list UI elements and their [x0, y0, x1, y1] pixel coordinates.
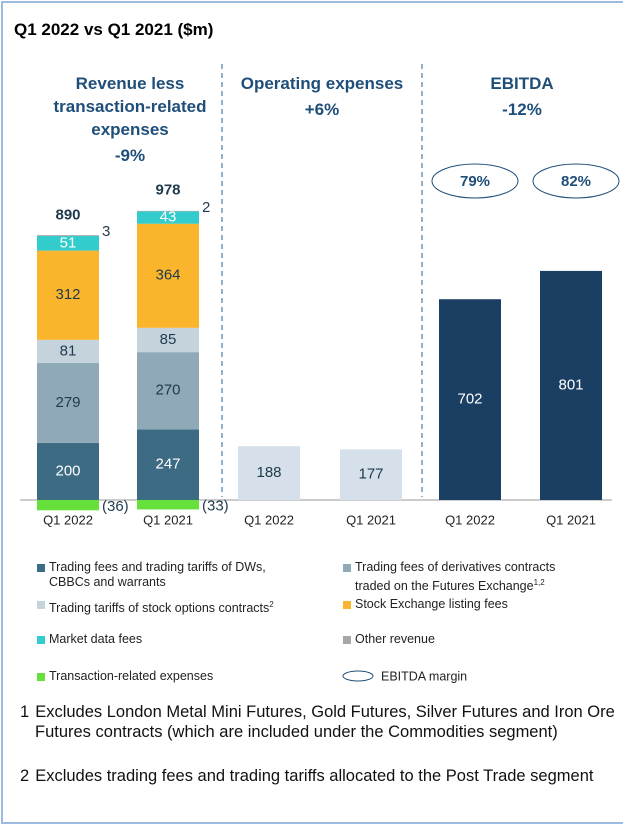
value-label: 702: [457, 391, 482, 408]
legend-item: Transaction-related expenses: [37, 669, 284, 684]
legend-swatch: [37, 673, 45, 681]
value-label: 364: [155, 267, 180, 284]
margin-label: 79%: [460, 173, 490, 190]
value-label: 270: [155, 382, 180, 399]
value-label: 188: [256, 464, 281, 481]
bar-segment: [137, 211, 199, 224]
panel-change: -12%: [502, 100, 542, 119]
value-label: 177: [358, 466, 383, 483]
value-label: 51: [60, 234, 77, 251]
legend-item: Trading fees and trading tariffs of DWs,…: [37, 560, 284, 590]
bar-segment: [37, 500, 99, 511]
footnote-number: 2: [20, 767, 30, 785]
bar-segment: [137, 352, 199, 430]
value-label: 43: [160, 209, 177, 226]
x-tick-label: Q1 2021: [346, 512, 396, 527]
legend-swatch: [343, 564, 351, 572]
bar-segment: [137, 223, 199, 328]
footnote-text: Excludes trading fees and trading tariff…: [35, 767, 594, 785]
total-label: 890: [55, 206, 80, 223]
value-label: 312: [55, 286, 80, 303]
value-label: 85: [160, 331, 177, 348]
bar-segment: [340, 449, 402, 500]
bar-segment: [137, 210, 199, 212]
legend-text: Market data fees: [49, 632, 143, 646]
legend-swatch: [343, 636, 351, 644]
legend-item: Trading fees of derivatives contracts tr…: [343, 560, 590, 594]
value-label: 279: [55, 394, 80, 411]
bar-segment: [37, 235, 99, 237]
footnote-text: Excludes London Metal Mini Futures, Gold…: [35, 703, 615, 741]
panel-title: Operating expenses +6%: [222, 72, 422, 121]
chart-title: Q1 2022 vs Q1 2021 ($m): [14, 20, 214, 39]
bar-segment: [137, 327, 199, 353]
x-tick-label: Q1 2022: [445, 512, 495, 527]
panel-heading: Operating expenses: [240, 74, 404, 93]
panel-heading: EBITDA: [490, 74, 554, 93]
bar-segment: [37, 339, 99, 364]
legend-item: Market data fees: [37, 632, 284, 647]
note-ref: 2: [269, 600, 274, 609]
panel-change: +6%: [304, 100, 340, 119]
total-label: 978: [155, 181, 180, 198]
bar-segment: [137, 500, 199, 510]
legend-swatch: [37, 601, 45, 609]
legend-text: Trading tariffs of stock options contrac…: [49, 601, 270, 616]
note-ref: 1,2: [533, 578, 545, 587]
legend-text: Transaction-related expenses: [49, 669, 214, 683]
margin-label: 82%: [561, 173, 591, 190]
legend-item: Trading tariffs of stock options contrac…: [37, 597, 284, 616]
bar-segment: [37, 236, 99, 251]
x-tick-label: Q1 2021: [546, 512, 596, 527]
footnote-number: 1: [20, 703, 30, 721]
bar-segment: [37, 250, 99, 340]
margin-ellipse: [532, 163, 620, 199]
legend-swatch: [37, 564, 45, 572]
footnote: 1 Excludes London Metal Mini Futures, Gol…: [20, 702, 615, 742]
value-label: (36): [102, 498, 129, 515]
legend-text: Stock Exchange listing fees: [355, 597, 508, 611]
footnote: 2 Excludes trading fees and trading tarif…: [20, 766, 615, 786]
panel-title: EBITDA -12%: [422, 72, 622, 121]
x-tick-label: Q1 2022: [43, 512, 93, 527]
value-label: 247: [155, 456, 180, 473]
panel-change: -9%: [114, 146, 146, 165]
value-label: (33): [202, 498, 229, 515]
margin-ellipse: [431, 163, 519, 199]
bar-segment: [37, 363, 99, 443]
bar-segment: [238, 446, 300, 500]
legend-text: Trading fees of derivatives contracts tr…: [355, 560, 556, 594]
panel-heading: Revenue less transaction-related expense…: [53, 74, 207, 139]
legend-text: EBITDA margin: [381, 669, 467, 683]
value-label: 200: [55, 462, 80, 479]
legend-swatch: [343, 601, 351, 609]
bar-segment: [439, 299, 501, 500]
bar-segment: [37, 442, 99, 500]
panel-title: Revenue less transaction-related expense…: [35, 72, 225, 167]
x-tick-label: Q1 2022: [244, 512, 294, 527]
legend-text: Trading fees and trading tariffs of DWs,…: [49, 560, 266, 589]
value-label: 3: [102, 223, 110, 240]
legend-item: Stock Exchange listing fees: [343, 597, 590, 612]
legend-item: Other revenue: [343, 632, 590, 647]
value-label: 801: [558, 376, 583, 393]
value-label: 81: [60, 342, 77, 359]
bar-segment: [540, 270, 602, 500]
bar-segment: [137, 429, 199, 500]
value-label: 2: [202, 199, 210, 216]
x-tick-label: Q1 2021: [143, 512, 193, 527]
legend-text: Other revenue: [355, 632, 435, 646]
legend-ellipse: [342, 670, 374, 682]
legend-swatch: [37, 636, 45, 644]
